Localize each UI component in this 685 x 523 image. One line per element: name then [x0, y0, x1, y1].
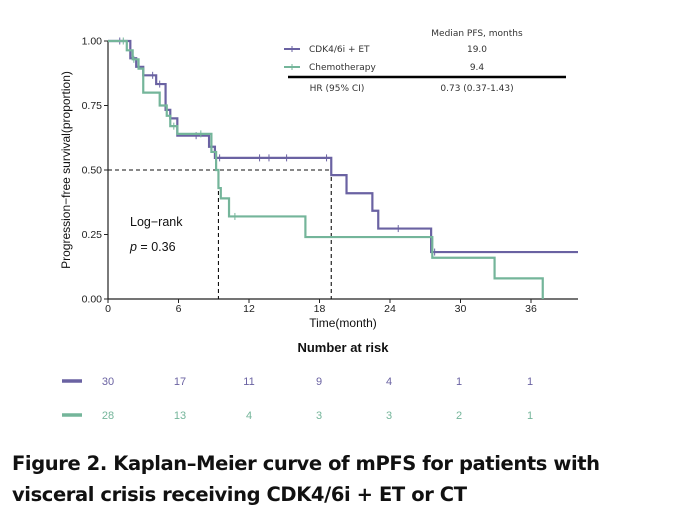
risk-count: 3 [316, 410, 322, 422]
y-tick-label: 0.00 [82, 294, 103, 306]
figure-caption: Figure 2. Kaplan–Meier curve of mPFS for… [12, 448, 682, 510]
legend-row: Chemotherapy 9.4 [284, 63, 484, 73]
x-axis-title: Time(month) [309, 316, 377, 330]
x-tick-label: 0 [105, 303, 111, 315]
hr-label: HR (95% CI) [310, 84, 365, 94]
risk-count: 13 [174, 410, 186, 422]
risk-count: 17 [174, 376, 186, 388]
risk-count: 11 [243, 376, 254, 388]
risk-count: 28 [102, 410, 114, 422]
legend-median-value: 19.0 [467, 45, 487, 55]
km-chart: 0.000.250.500.751.00 0 6 12 18 24 30 36 Progre… [59, 29, 578, 422]
axes: 0.00 0.25 0.50 0.75 1.00 0 6 12 18 24 30 36 [82, 36, 578, 315]
p-symbol: p [129, 240, 137, 254]
x-tick-label: 6 [176, 303, 182, 315]
legend-row: CDK4/6i + ET 19.0 [284, 45, 487, 55]
legend-label: CDK4/6i + ET [309, 45, 370, 55]
risk-count: 30 [102, 376, 114, 388]
risk-count: 9 [316, 376, 322, 388]
risk-count: 4 [386, 376, 392, 388]
x-tick-label: 18 [314, 303, 326, 315]
y-tick-label: 0.75 [82, 100, 103, 112]
logrank-p-value: p = 0.36 [129, 240, 176, 254]
y-tick-label: 0.25 [82, 229, 103, 241]
legend-label: Chemotherapy [309, 63, 376, 73]
x-tick-label: 12 [243, 303, 255, 315]
series-cdk46i-et [108, 37, 578, 256]
risk-row: 28 13 4 3 3 2 1 [62, 410, 533, 422]
risk-count: 3 [386, 410, 392, 422]
risk-count: 1 [527, 376, 533, 388]
series-chemotherapy [108, 37, 544, 299]
km-step-line [108, 39, 578, 254]
x-tick-label: 24 [384, 303, 396, 315]
legend: Median PFS, months CDK4/6i + ET 19.0 Chemo… [284, 29, 566, 94]
median-reference-lines [108, 169, 332, 299]
caption-line-2: visceral crisis receiving CDK4/6i + ET o… [12, 483, 467, 506]
logrank-label: Log−rank [130, 215, 183, 229]
x-ticks: 0 6 12 18 24 30 36 [105, 299, 537, 315]
hr-value: 0.73 (0.37-1.43) [440, 84, 513, 94]
risk-table-title: Number at risk [297, 340, 389, 355]
km-step-line [108, 39, 544, 299]
risk-count: 2 [456, 410, 462, 422]
x-tick-label: 30 [455, 303, 467, 315]
x-tick-label: 36 [525, 303, 537, 315]
risk-row: 30 17 11 9 4 1 1 [62, 376, 533, 388]
caption-line-1: Figure 2. Kaplan–Meier curve of mPFS for… [12, 452, 600, 475]
risk-count: 1 [527, 410, 533, 422]
legend-median-value: 9.4 [470, 63, 485, 73]
risk-table: Number at risk 30 17 11 9 4 1 128 13 4 3 3 2 1 [62, 340, 533, 422]
survival-curves [108, 37, 578, 299]
risk-count: 4 [246, 410, 252, 422]
y-tick-label: 1.00 [82, 36, 103, 48]
p-value-text: = 0.36 [137, 240, 176, 254]
legend-header: Median PFS, months [431, 29, 523, 39]
y-axis-title: Progression−free survival(proportion) [59, 71, 73, 269]
y-ticks: 0.00 0.25 0.50 0.75 1.00 [82, 36, 108, 306]
y-tick-label: 0.50 [82, 165, 103, 177]
risk-count: 1 [456, 376, 462, 388]
